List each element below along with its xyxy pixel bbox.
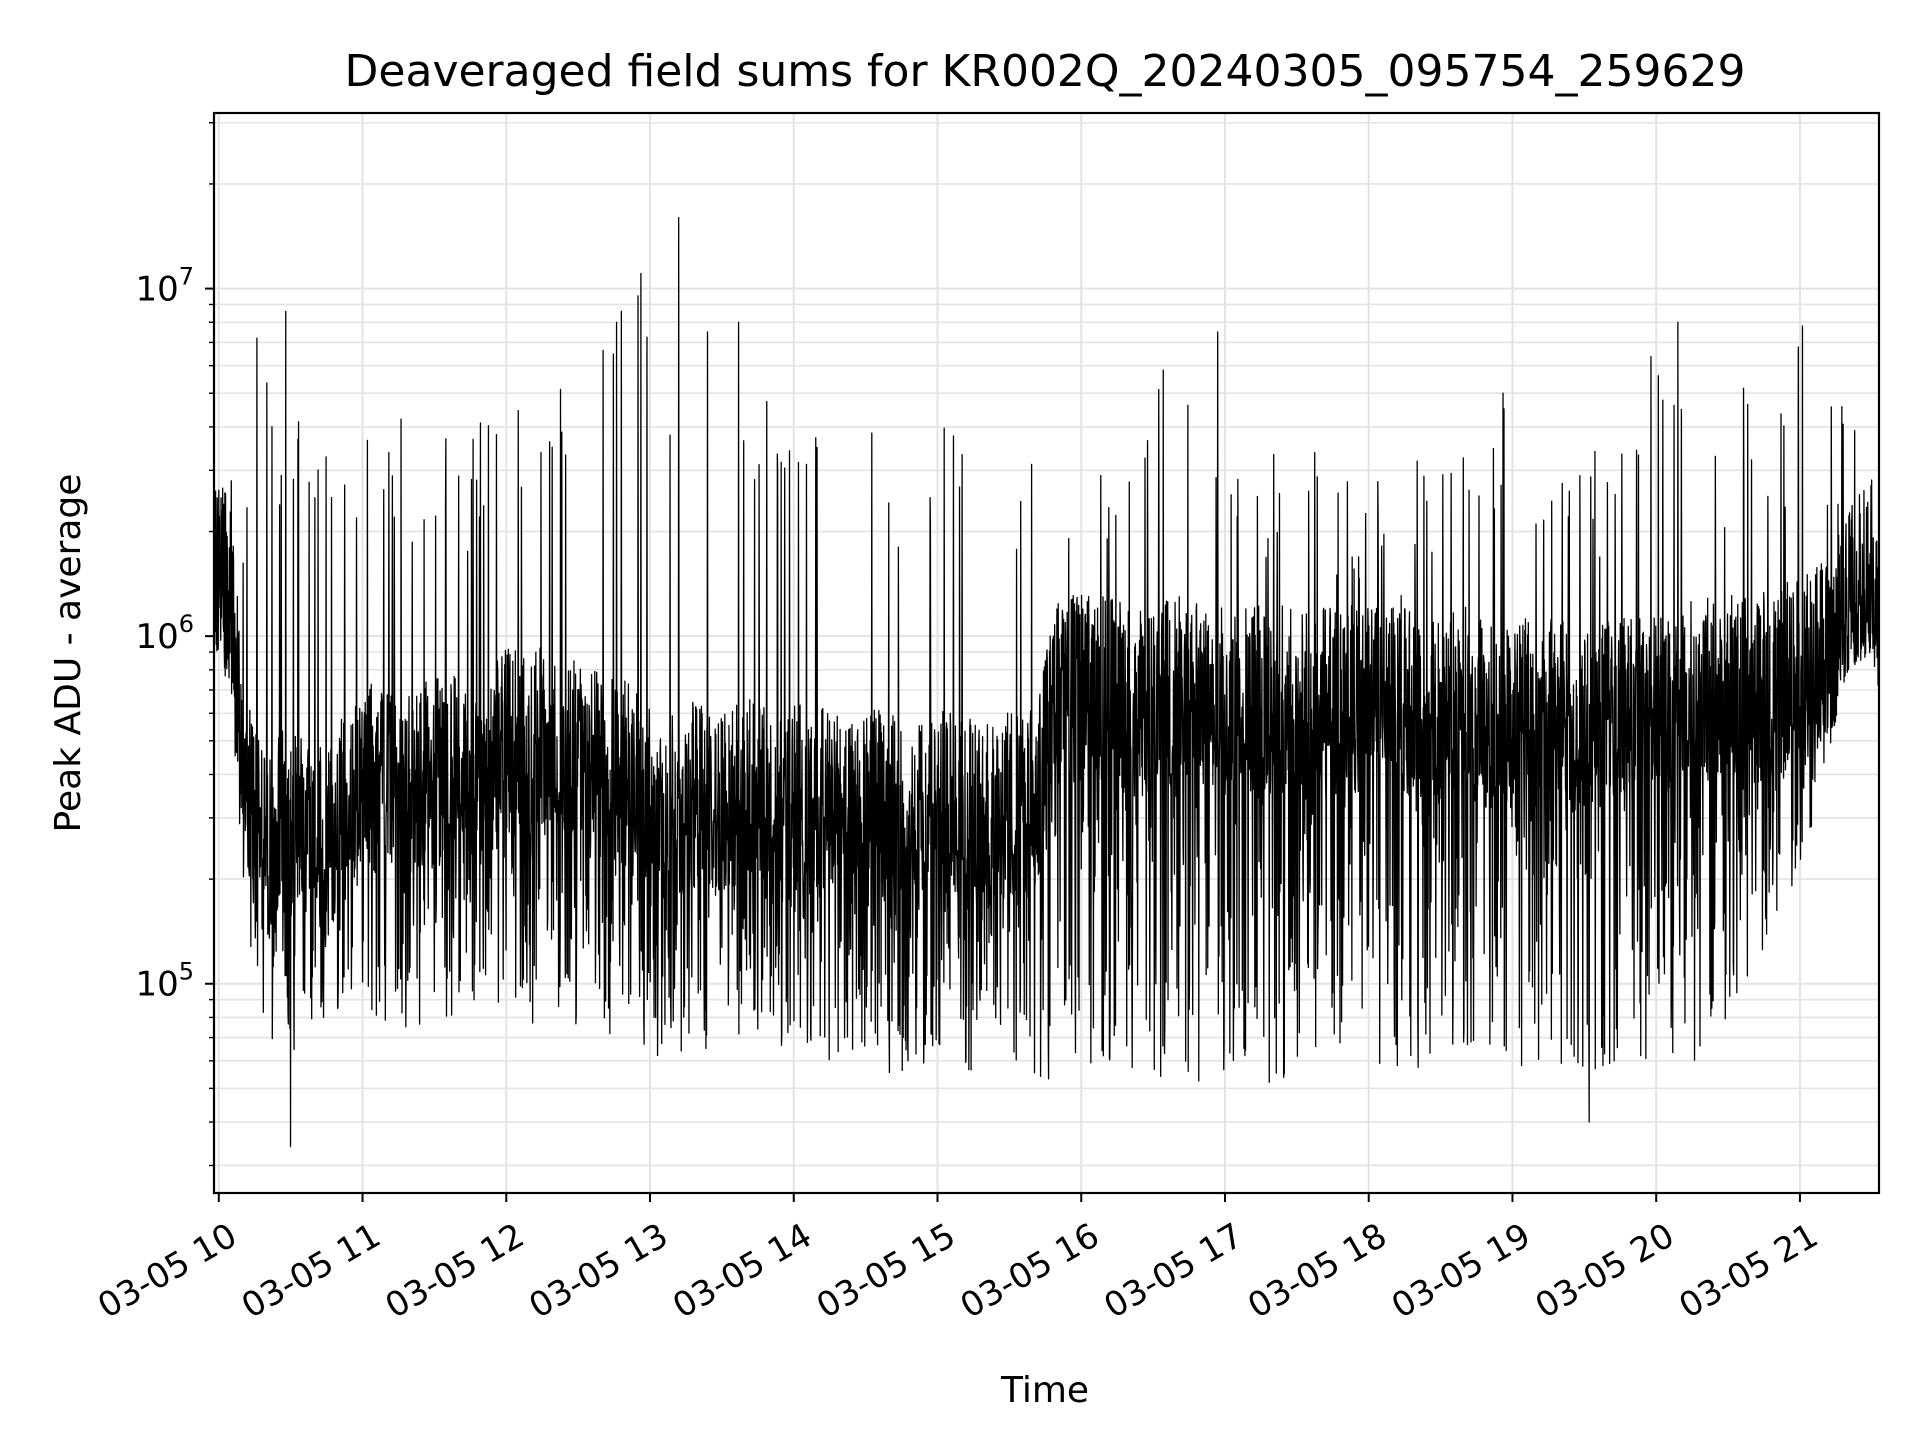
plot-frame [212,111,1881,1195]
data-series [214,216,1879,1148]
series-line [214,216,1879,1148]
y-tick-label-base: 10 [135,617,178,657]
y-tick-label-base: 10 [135,965,178,1005]
y-tick-label-base: 10 [135,270,178,310]
y-tick-label-exp: 7 [179,263,194,291]
y-tick-label-exp: 5 [179,958,194,986]
y-tick-label: 105 [135,958,194,1005]
y-tick-label: 107 [135,263,194,310]
x-axis-label: Time [1000,1370,1089,1411]
y-axis-label: Peak ADU - average [48,474,89,833]
y-tick-label: 106 [135,610,194,657]
chart-title: Deaveraged field sums for KR002Q_2024030… [345,46,1746,97]
y-tick-label-exp: 6 [179,610,194,638]
